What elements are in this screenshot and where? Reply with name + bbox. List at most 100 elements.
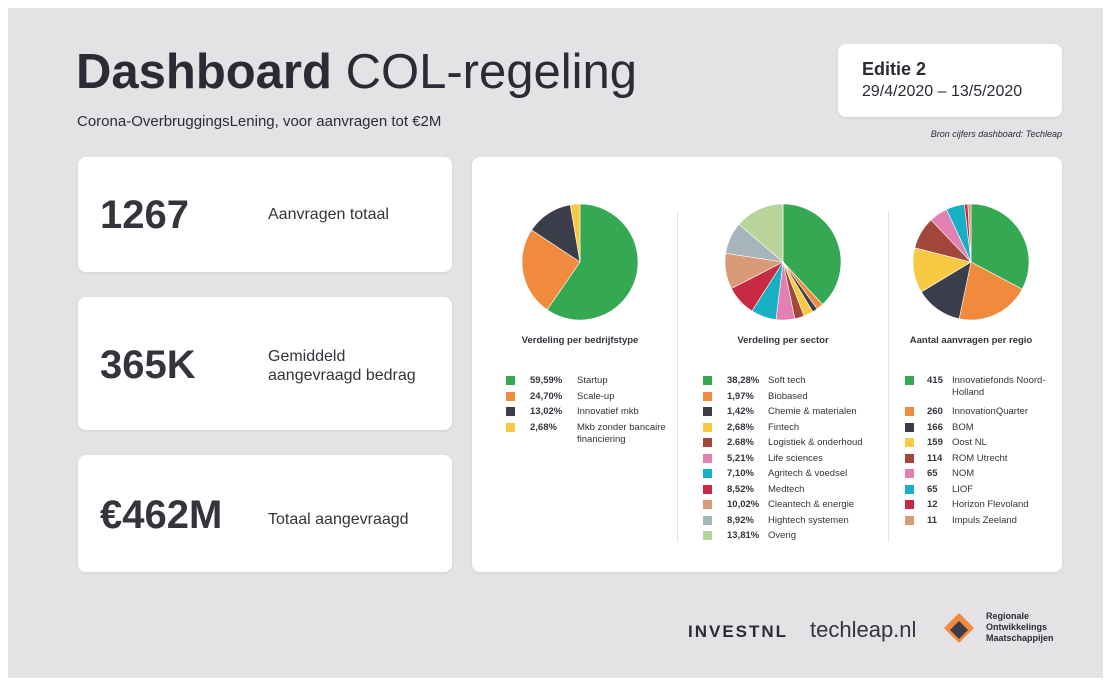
legend-item: 1,97% Biobased: [472, 391, 1062, 421]
legend-value: 2.68%: [727, 437, 754, 448]
edition-box: Editie 2 29/4/2020 – 13/5/2020: [838, 44, 1062, 117]
legend-label: Chemie & materialen: [768, 406, 857, 417]
legend-swatch: [905, 500, 914, 509]
edition: Editie 2: [862, 59, 927, 79]
legend-value: 8,52%: [727, 483, 754, 495]
legend-item: 2.68% Logistiek & onderhoud: [472, 437, 1062, 467]
legend-swatch: [703, 453, 712, 463]
pie-slice: [967, 203, 972, 263]
divider: [677, 212, 678, 542]
legend-item: 13,02% Innovatief mkb: [472, 406, 1062, 436]
pie-slice: [958, 261, 1023, 321]
chart-card: Verdeling per bedrijfstype 59,59% Startup 2…: [472, 157, 1062, 572]
logo-rom: Regionale Ontwikkelings Maatschappijen: [986, 611, 1054, 643]
legend-swatch: [703, 407, 712, 416]
legend-value: 24,70%: [530, 390, 563, 402]
legend-label: Agritech & voedsel: [768, 468, 848, 479]
dashboard: Dashboard COL-regeling Corona-Overbruggi…: [8, 8, 1103, 678]
legend-label: Impuls Zeeland: [952, 514, 1017, 526]
legend-label: Soft tech: [768, 375, 806, 386]
chart-title: Verdeling per sector: [737, 335, 829, 346]
legend-label: Innovatiefonds Noord-Holland: [952, 375, 1046, 398]
legend-value: 1,42%: [727, 406, 754, 417]
legend-label: Cleantech & energie: [768, 499, 855, 510]
legend-label: Innovatief mkb: [577, 406, 639, 417]
source: Bron cijfers dashboard: Techleap: [930, 129, 1062, 139]
legend-swatch: [703, 531, 712, 540]
legend-swatch: [703, 469, 712, 478]
legend-item: 12 Horizon Flevoland: [472, 499, 1062, 529]
legend-item: 11 Impuls Zeeland: [472, 515, 1062, 545]
legend-value: 2,68%: [530, 421, 557, 433]
legend-item: 65 NOM: [472, 468, 1062, 498]
legend-label: Overig: [768, 530, 796, 541]
legend-item: 13,81% Overig: [472, 530, 1062, 560]
legend-value: 65: [927, 468, 938, 479]
pie: [912, 203, 1030, 321]
legend-value: 7,10%: [727, 468, 754, 479]
legend-value: 10,02%: [727, 499, 760, 510]
kpi-card: 365K Gemiddeld aangevraagd bedrag: [78, 297, 452, 430]
legend-value: 11: [927, 514, 938, 526]
legend-value: 8,92%: [727, 514, 754, 526]
legend-label: Logistiek & onderhoud: [768, 437, 863, 448]
legend-label: InnovationQuarter: [952, 406, 1029, 417]
legend-swatch: [703, 500, 712, 509]
title-rest: COL-regeling: [345, 45, 637, 99]
pie-slice: [521, 229, 581, 311]
kpi-value: €462M: [100, 493, 223, 537]
period: 29/4/2020 – 13/5/2020: [862, 83, 1023, 100]
legend-value: 114: [927, 452, 943, 464]
legend-item: 5,21% Life sciences: [472, 453, 1062, 483]
pie: [724, 203, 842, 321]
legend-label: ROM Utrecht: [952, 452, 1008, 464]
kpi-label: Totaal aangevraagd: [268, 511, 409, 528]
legend-item: 65 LIOF: [472, 484, 1062, 514]
pie-slice: [782, 203, 842, 305]
legend-item: 8,92% Hightech systemen: [472, 515, 1062, 545]
legend-label: LIOF: [952, 483, 974, 495]
title: Dashboard COL-regeling: [76, 44, 637, 100]
legend-value: 13,81%: [727, 530, 760, 541]
legend-value: 166: [927, 421, 943, 433]
legend-swatch: [905, 453, 914, 463]
legend-label: Oost NL: [952, 437, 987, 448]
kpi-label: Aanvragen totaal: [268, 206, 389, 223]
legend-swatch: [703, 422, 712, 432]
legend-value: 13,02%: [530, 406, 563, 417]
divider: [888, 212, 889, 542]
legend-swatch: [506, 391, 515, 401]
title-main: Dashboard: [76, 45, 332, 99]
legend-value: 59,59%: [530, 375, 563, 386]
logo-techleap: techleap.nl: [810, 617, 917, 642]
legend-value: 12: [927, 499, 938, 510]
legend-item: 8,52% Medtech: [472, 484, 1062, 514]
legend-item: 1,42% Chemie & materialen: [472, 406, 1062, 436]
legend-label: Mkb zonder bancaire financiering: [577, 421, 666, 445]
legend-swatch: [905, 422, 914, 432]
legend-swatch: [703, 391, 712, 401]
legend-item: 10,02% Cleantech & energie: [472, 499, 1062, 529]
legend-swatch: [905, 376, 914, 385]
legend-swatch: [703, 438, 712, 447]
legend-swatch: [905, 469, 914, 478]
legend-swatch: [703, 515, 712, 525]
kpi-value: 365K: [100, 343, 196, 387]
legend-swatch: [905, 484, 914, 494]
legend-swatch: [905, 407, 914, 416]
legend-item: 2,68% Fintech: [472, 422, 1062, 452]
legend-value: 5,21%: [727, 452, 754, 464]
pie: [521, 203, 639, 321]
legend-swatch: [703, 484, 712, 494]
legend-value: 415: [927, 375, 943, 386]
kpi-label: Gemiddeld aangevraagd bedrag: [268, 348, 416, 384]
legend-item: 166 BOM: [472, 422, 1062, 452]
legend-value: 1,97%: [727, 390, 754, 402]
kpi-value: 1267: [100, 193, 189, 237]
legend-item: 2,68% Mkb zonder bancaire financiering: [472, 422, 1062, 452]
chart-title: Aantal aanvragen per regio: [909, 335, 1033, 346]
legend-swatch: [506, 407, 515, 416]
legend-item: 24,70% Scale-up: [472, 391, 1062, 421]
legend-label: Horizon Flevoland: [952, 499, 1029, 510]
logo-investnl: INVESTNL: [688, 622, 789, 641]
